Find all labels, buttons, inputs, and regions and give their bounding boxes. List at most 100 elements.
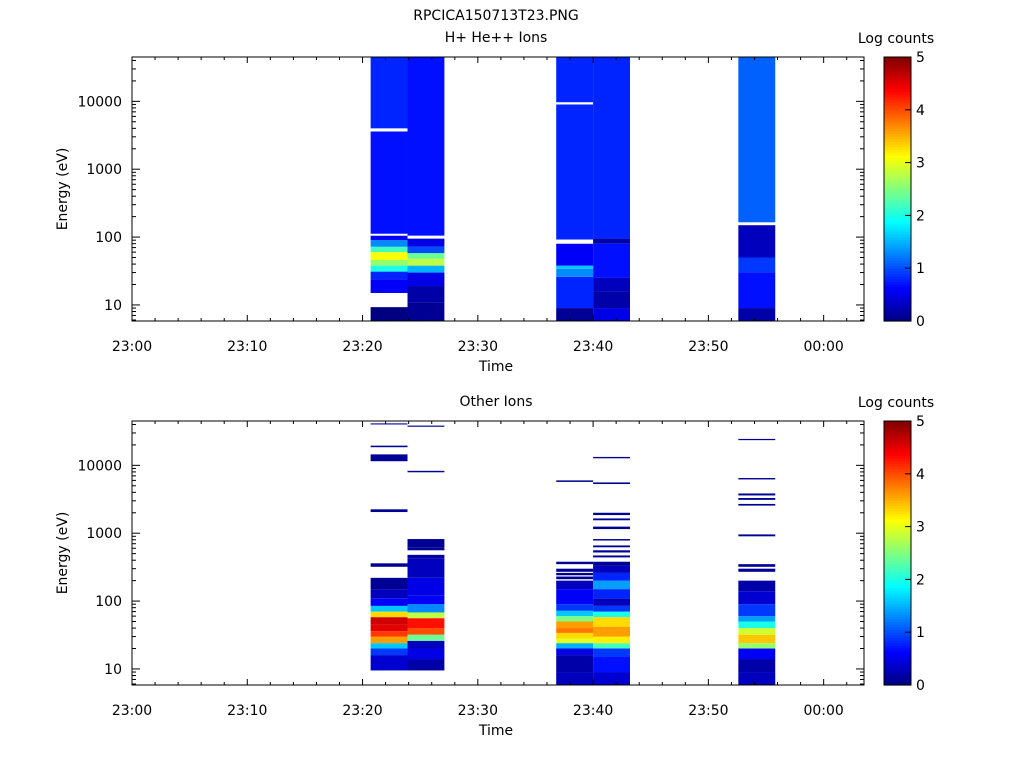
spectrogram-cell xyxy=(556,239,594,244)
colorbar-segment xyxy=(884,648,911,652)
colorbar-tick-label: 5 xyxy=(916,414,925,430)
spectrogram-cell xyxy=(738,604,776,617)
spectrogram-cell xyxy=(593,648,630,657)
spectrogram-cell xyxy=(556,308,594,321)
colorbar-segment xyxy=(884,191,911,195)
colorbar-segment xyxy=(884,244,911,248)
colorbar-segment xyxy=(884,265,911,269)
spectrogram-cell xyxy=(593,617,630,627)
spectrogram-cell xyxy=(738,478,776,480)
spectrogram-cell xyxy=(407,547,445,551)
x-tick-label: 23:00 xyxy=(112,703,152,719)
spectrogram-cell xyxy=(738,564,776,567)
spectrogram-cell xyxy=(407,648,445,660)
colorbar-segment xyxy=(884,547,911,551)
colorbar-segment xyxy=(884,91,911,95)
spectrogram-cell xyxy=(556,628,594,633)
colorbar-segment xyxy=(884,162,911,166)
colorbar-segment xyxy=(884,291,911,296)
spectrogram-cell xyxy=(593,518,630,521)
spectrogram-cell xyxy=(407,604,445,613)
colorbar-segment xyxy=(884,626,911,631)
spectrogram-cell xyxy=(370,605,408,612)
colorbar-segment xyxy=(884,460,911,464)
spectrogram-cell xyxy=(738,257,776,273)
spectrogram-cell xyxy=(370,252,408,260)
spectrogram-cell xyxy=(738,272,776,309)
spectrogram-cell xyxy=(593,605,630,612)
colorbar-segment xyxy=(884,553,911,557)
colorbar-segment xyxy=(884,637,911,641)
spectrogram-cell xyxy=(738,628,776,635)
colorbar-segment xyxy=(884,112,911,116)
spectrogram-cell xyxy=(593,545,630,548)
colorbar-segment xyxy=(884,233,911,238)
colorbar-segment xyxy=(884,268,911,272)
colorbar-segment xyxy=(884,289,911,293)
spectrogram-cell xyxy=(370,131,408,234)
colorbar-segment xyxy=(884,650,911,654)
colorbar-segment xyxy=(884,313,911,317)
spectrogram-cell xyxy=(370,611,408,618)
x-tick-label: 23:50 xyxy=(688,339,728,355)
colorbar-segment xyxy=(884,645,911,649)
colorbar-segment xyxy=(884,270,911,275)
colorbar-segment xyxy=(884,276,911,280)
colorbar-segment xyxy=(884,579,911,583)
colorbar-segment xyxy=(884,576,911,580)
spectrogram-cell xyxy=(370,128,408,132)
spectrogram-cell xyxy=(593,580,630,590)
colorbar-segment xyxy=(884,423,911,427)
spectrogram-cell xyxy=(593,672,630,685)
spectrogram-cell xyxy=(738,225,776,258)
colorbar-segment xyxy=(884,107,911,111)
spectrogram-cell xyxy=(370,636,408,644)
colorbar-segment xyxy=(884,671,911,676)
colorbar-segment xyxy=(884,123,911,127)
colorbar-segment xyxy=(884,252,911,256)
spectrogram-cell xyxy=(593,308,630,321)
colorbar-segment xyxy=(884,115,911,119)
spectrogram-cell xyxy=(370,598,408,606)
x-axis-label: Time xyxy=(478,723,513,739)
spectrogram-cell xyxy=(407,470,445,473)
spectrogram-cell xyxy=(370,589,408,599)
colorbar-segment xyxy=(884,603,911,607)
colorbar-segment xyxy=(884,560,911,565)
colorbar-segment xyxy=(884,297,911,301)
colorbar-segment xyxy=(884,175,911,180)
colorbar-segment xyxy=(884,136,911,140)
colorbar-segment xyxy=(884,128,911,132)
spectrogram-cell xyxy=(407,302,445,321)
colorbar-segment xyxy=(884,597,911,602)
colorbar-segment xyxy=(884,207,911,211)
spectrogram-cell xyxy=(370,240,408,247)
colorbar-frame xyxy=(883,56,912,322)
spectrogram-cell xyxy=(593,291,630,309)
colorbar-segment xyxy=(884,72,911,77)
spectrogram-cell xyxy=(738,672,776,685)
spectrogram-cell xyxy=(593,277,630,292)
spectrogram-cell xyxy=(370,577,408,590)
colorbar-segment xyxy=(884,563,911,567)
spectrogram-cell xyxy=(593,636,630,644)
spectrogram-cell xyxy=(593,539,630,541)
spectrogram-cell xyxy=(370,423,408,425)
colorbar-segment xyxy=(884,589,911,594)
spectrogram-cell xyxy=(593,550,630,553)
spectrogram-cell xyxy=(556,480,594,482)
spectrogram-cell xyxy=(370,617,408,625)
spectrogram-cell xyxy=(738,493,776,496)
x-tick-label: 23:10 xyxy=(227,703,267,719)
colorbar-segment xyxy=(884,146,911,150)
spectrogram-cell xyxy=(370,624,408,632)
y-tick-label: 1000 xyxy=(86,162,122,178)
colorbar-segment xyxy=(884,592,911,596)
spectrogram-cell xyxy=(593,572,630,581)
spectrogram-cell xyxy=(407,258,445,266)
colorbar-segment xyxy=(884,212,911,216)
spectrogram-cell xyxy=(593,526,630,530)
colorbar-segment xyxy=(884,167,911,172)
colorbar-segment xyxy=(884,138,911,143)
spectrogram-cell xyxy=(556,568,594,572)
